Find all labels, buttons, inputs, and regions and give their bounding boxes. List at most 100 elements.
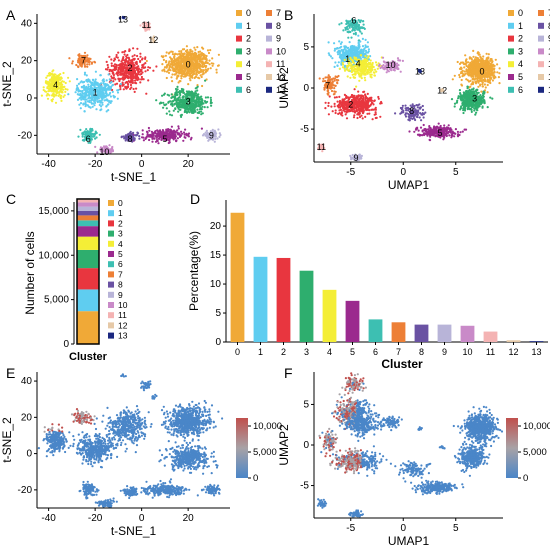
panel-a-cell-point (171, 96, 173, 98)
panel-a-cell-point (139, 73, 141, 75)
panel-a-cell-point (110, 86, 112, 88)
panel-b-cell-point (479, 102, 481, 104)
panel-a-cell-point (168, 142, 170, 144)
panel-a-cell-point (212, 63, 214, 65)
panel-a-cluster-label: 5 (162, 134, 167, 144)
panel-a-cell-point (78, 59, 80, 61)
panel-a-cell-point (84, 96, 86, 98)
panel-label-a: A (6, 7, 16, 23)
panel-a-cell-point (197, 67, 199, 69)
panel-a-cell-point (199, 59, 201, 61)
panel-a-cell-point (207, 62, 209, 64)
panel-a-cell-point (95, 108, 97, 110)
panel-b-cell-point (345, 95, 347, 97)
panel-a-cell-point (134, 91, 136, 93)
panel-a-cell-point (106, 79, 108, 81)
panel-b-cell-point (462, 107, 464, 109)
panel-a-cell-point (189, 79, 191, 81)
panel-a-cell-point (139, 53, 141, 55)
panel-a-cell-point (171, 126, 173, 128)
panel-a-cell-point (48, 88, 50, 90)
panel-b-cell-point (325, 102, 327, 104)
panel-b-cell-point (454, 75, 456, 77)
panel-a-cell-point (175, 88, 177, 90)
panel-b-cell-point (496, 63, 498, 65)
panel-a-cell-point (196, 61, 198, 63)
panel-b-cell-point (492, 75, 494, 77)
panel-a-cell-point (135, 134, 137, 136)
panel-a-cell-point (92, 79, 94, 81)
panel-a-cell-point (169, 114, 171, 116)
panel-a-cell-point (145, 137, 147, 139)
panel-a-cell-point (174, 108, 176, 110)
panel-a-cell-point (55, 94, 57, 96)
panel-a-cell-point (99, 134, 101, 136)
panel-a-cell-point (187, 91, 189, 93)
panel-b-cell-point (347, 110, 349, 112)
panel-a-cluster-label: 11 (142, 20, 151, 30)
panel-a-cell-point (78, 104, 80, 106)
panel-b-cell-point (490, 76, 492, 78)
panel-b-cell-point (349, 50, 351, 52)
panel-b-cell-point (466, 65, 468, 67)
panel-b-cell-point (494, 65, 496, 67)
panel-b-cell-point (364, 93, 366, 95)
panel-a-legend-swatch (236, 23, 242, 29)
panel-a-cluster-label: 4 (53, 80, 58, 90)
panel-a-cell-point (132, 80, 134, 82)
panel-a-cell-point (125, 87, 127, 89)
panel-a-cell-point (120, 83, 122, 85)
panel-a-cell-point (176, 64, 178, 66)
panel-b-cell-point (481, 76, 483, 78)
panel-b-cell-point (462, 62, 464, 64)
panel-a-cell-point (168, 110, 170, 112)
panel-b-cell-point (469, 65, 471, 67)
panel-a-cell-point (141, 136, 143, 138)
panel-a-cell-point (170, 76, 172, 78)
panel-a-cell-point (77, 136, 79, 138)
panel-a-cell-point (115, 65, 117, 67)
panel-a-cell-point (109, 152, 111, 154)
panel-b-cell-point (359, 101, 361, 103)
panel-a-cell-point (206, 130, 208, 132)
panel-a-cell-point (218, 54, 220, 56)
panel-a-cell-point (181, 68, 183, 70)
panel-b-cell-point (462, 112, 464, 114)
panel-a-cell-point (214, 141, 216, 143)
panel-b-cell-point (379, 116, 381, 118)
panel-b-cell-point (471, 58, 473, 60)
panel-a-cell-point (210, 97, 212, 99)
panel-a-cell-point (183, 52, 185, 54)
panel-a-cell-point (206, 135, 208, 137)
panel-a-cell-point (65, 82, 67, 84)
panel-a-cell-point (114, 78, 116, 80)
panel-b-cell-point (367, 93, 369, 95)
panel-b-cell-point (350, 45, 352, 47)
panel-a-cluster-label: 2 (128, 63, 133, 73)
panel-a-cell-point (136, 55, 138, 57)
panel-b-cell-point (371, 109, 373, 111)
panel-a-cell-point (198, 111, 200, 113)
panel-a-cell-point (110, 58, 112, 60)
panel-b-cell-point (339, 112, 341, 114)
panel-a-cell-point (216, 137, 218, 139)
panel-a-cell-point (99, 92, 101, 94)
panel-b-cell-point (327, 105, 329, 107)
panel-b-cell-point (459, 92, 461, 94)
panel-a-legend-swatch (236, 87, 242, 93)
panel-a-cell-point (101, 104, 103, 106)
panel-b-cell-point (335, 112, 337, 114)
panel-a-cell-point (81, 132, 83, 134)
panel-a-cell-point (103, 95, 105, 97)
panel-a-cell-point (202, 70, 204, 72)
panel-b-cell-point (471, 111, 473, 113)
panel-a-cell-point (163, 94, 165, 96)
panel-a-y-tick-label: 20 (21, 56, 33, 67)
panel-a-cell-point (60, 84, 62, 86)
panel-b-cell-point (489, 97, 491, 99)
panel-b-cell-point (362, 117, 364, 119)
panel-a-cell-point (206, 101, 208, 103)
panel-b-cell-point (464, 101, 466, 103)
panel-b-cell-point (332, 110, 334, 112)
panel-b-cell-point (468, 67, 470, 69)
